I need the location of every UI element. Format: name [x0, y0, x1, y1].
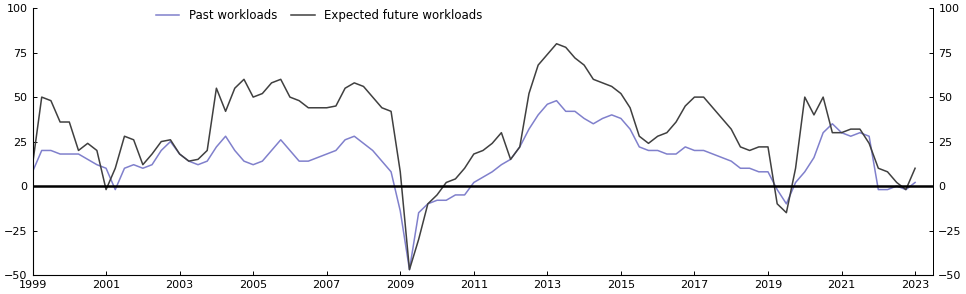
Expected future workloads — [404, 268, 415, 271]
Past workloads — [551, 99, 562, 102]
Past workloads — [477, 176, 489, 179]
Expected future workloads — [91, 149, 102, 152]
Past workloads — [542, 102, 554, 106]
Line: Past workloads: Past workloads — [33, 101, 915, 270]
Expected future workloads — [54, 120, 66, 124]
Past workloads — [27, 170, 39, 173]
Past workloads — [909, 181, 921, 184]
Expected future workloads — [725, 127, 737, 131]
Expected future workloads — [477, 149, 489, 152]
Past workloads — [257, 159, 269, 163]
Line: Expected future workloads: Expected future workloads — [33, 44, 915, 270]
Legend: Past workloads, Expected future workloads: Past workloads, Expected future workload… — [156, 9, 483, 22]
Past workloads — [91, 163, 102, 166]
Expected future workloads — [551, 42, 562, 46]
Expected future workloads — [542, 53, 554, 56]
Expected future workloads — [909, 166, 921, 170]
Past workloads — [54, 152, 66, 156]
Past workloads — [404, 268, 415, 271]
Expected future workloads — [27, 163, 39, 166]
Expected future workloads — [257, 92, 269, 95]
Past workloads — [725, 159, 737, 163]
